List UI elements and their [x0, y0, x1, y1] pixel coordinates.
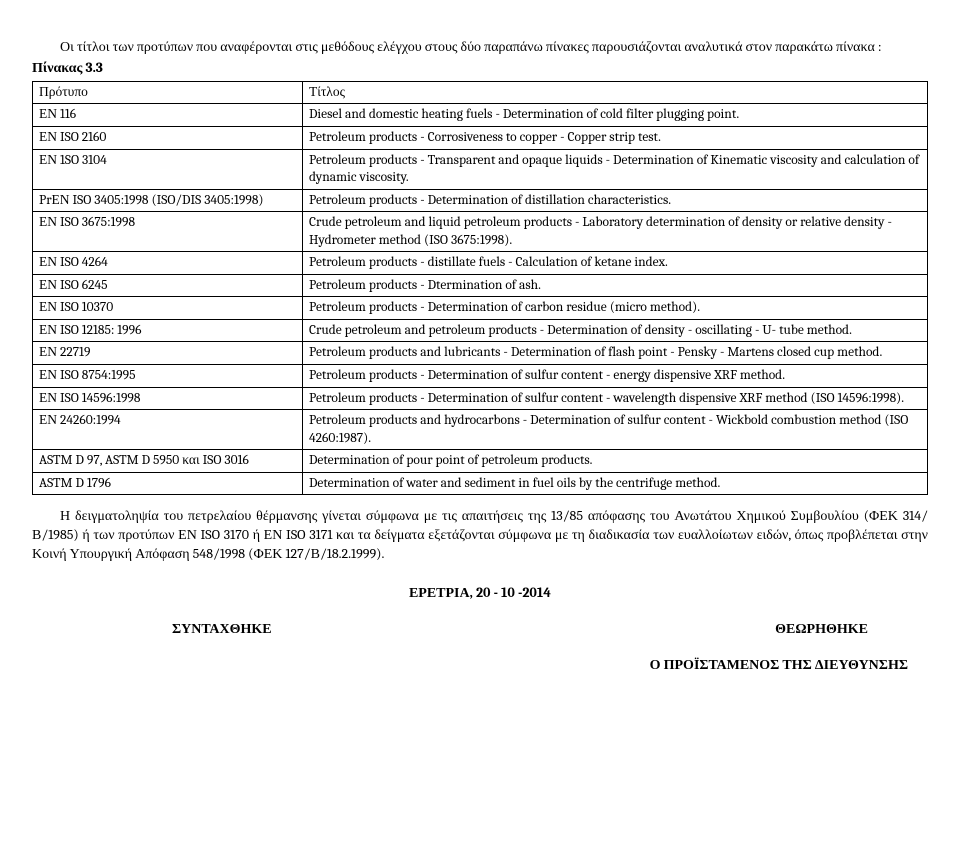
table-row: ΕΝ ISO 12185: 1996Crude petroleum and pe… — [33, 319, 928, 342]
cell-standard: ΕΝ 22719 — [33, 342, 303, 365]
table-row: ΕΝ 1SO 3104Petroleum products - Transpar… — [33, 149, 928, 189]
table-caption: Πίνακας 3.3 — [32, 59, 928, 77]
cell-standard: ASTM D 97, ASTM D 5950 και ISO 3016 — [33, 450, 303, 473]
cell-title: Determination of water and sediment in f… — [303, 472, 928, 495]
signature-row: ΣΥΝΤΑΧΘΗΚΕ ΘΕΩΡΗΘΗΚΕ — [32, 620, 928, 638]
table-header-row: Πρότυπο Τίτλος — [33, 81, 928, 104]
cell-title: Petroleum products - Determination of ca… — [303, 297, 928, 320]
signature-left: ΣΥΝΤΑΧΘΗΚΕ — [172, 620, 272, 638]
table-row: ΕΝ 22719Petroleum products and lubricant… — [33, 342, 928, 365]
standards-table: Πρότυπο Τίτλος ΕΝ 116Diesel and domestic… — [32, 81, 928, 495]
table-row: ΕΝ ISO 4264Petroleum products - distilla… — [33, 252, 928, 275]
table-row: ΕΝ 24260:1994Petroleum products and hydr… — [33, 410, 928, 450]
cell-title: Petroleum products - Corrosiveness to co… — [303, 126, 928, 149]
table-row: ΕΝ ISO 3675:1998Crude petroleum and liqu… — [33, 212, 928, 252]
cell-standard: ΕΝ 116 — [33, 104, 303, 127]
table-row: ASTM D 97, ASTM D 5950 και ISO 3016Deter… — [33, 450, 928, 473]
table-row: ΕΝ ISO 14596:1998Petroleum products - De… — [33, 387, 928, 410]
cell-standard: ΕΝ ISO 12185: 1996 — [33, 319, 303, 342]
cell-title: Petroleum products - Transparent and opa… — [303, 149, 928, 189]
intro-paragraph: Οι τίτλοι των προτύπων που αναφέρονται σ… — [32, 38, 928, 57]
cell-standard: PrΕΝ ISO 3405:1998 (ISO/DIS 3405:1998) — [33, 189, 303, 212]
table-row: ΕΝ 116Diesel and domestic heating fuels … — [33, 104, 928, 127]
header-titlos: Τίτλος — [303, 81, 928, 104]
post-paragraph: Η δειγματοληψία του πετρελαίου θέρμανσης… — [32, 507, 928, 564]
table-row: ΕΝ ISO 8754:1995Petroleum products - Det… — [33, 365, 928, 388]
cell-title: Crude petroleum and petroleum products -… — [303, 319, 928, 342]
table-row: ASTM D 1796Determination of water and se… — [33, 472, 928, 495]
signature-right: ΘΕΩΡΗΘΗΚΕ — [775, 620, 868, 638]
director-line: Ο ΠΡΟΪΣΤΑΜΕΝΟΣ ΤΗΣ ΔΙΕΥΘΥΝΣΗΣ — [32, 656, 908, 674]
cell-standard: ΕΝ ISO 3675:1998 — [33, 212, 303, 252]
date-line: ΕΡΕΤΡΙΑ, 20 - 10 -2014 — [32, 584, 928, 602]
cell-title: Determination of pour point of petroleum… — [303, 450, 928, 473]
cell-title: Diesel and domestic heating fuels - Dete… — [303, 104, 928, 127]
cell-title: Petroleum products and lubricants - Dete… — [303, 342, 928, 365]
cell-standard: ΕΝ ISO 2160 — [33, 126, 303, 149]
table-row: ΕΝ ISO 10370Petroleum products - Determi… — [33, 297, 928, 320]
cell-title: Petroleum products - Determination of su… — [303, 387, 928, 410]
cell-standard: ΕΝ 1SO 3104 — [33, 149, 303, 189]
cell-standard: ΕΝ ISO 4264 — [33, 252, 303, 275]
header-protypo: Πρότυπο — [33, 81, 303, 104]
cell-title: Petroleum products - Determination of su… — [303, 365, 928, 388]
cell-title: Crude petroleum and liquid petroleum pro… — [303, 212, 928, 252]
cell-standard: ΕΝ ISO 8754:1995 — [33, 365, 303, 388]
table-row: ΕΝ ISO 2160Petroleum products - Corrosiv… — [33, 126, 928, 149]
table-row: PrΕΝ ISO 3405:1998 (ISO/DIS 3405:1998)Pe… — [33, 189, 928, 212]
cell-standard: ASTM D 1796 — [33, 472, 303, 495]
cell-title: Petroleum products and hydrocarbons - De… — [303, 410, 928, 450]
cell-standard: ΕΝ ISO 10370 — [33, 297, 303, 320]
cell-title: Petroleum products - Dtermination of ash… — [303, 274, 928, 297]
cell-title: Petroleum products - distillate fuels - … — [303, 252, 928, 275]
cell-standard: ΕΝ 24260:1994 — [33, 410, 303, 450]
cell-standard: ΕΝ ISO 14596:1998 — [33, 387, 303, 410]
table-row: ΕΝ ISO 6245Petroleum products - Dtermina… — [33, 274, 928, 297]
cell-standard: ΕΝ ISO 6245 — [33, 274, 303, 297]
cell-title: Petroleum products - Determination of di… — [303, 189, 928, 212]
